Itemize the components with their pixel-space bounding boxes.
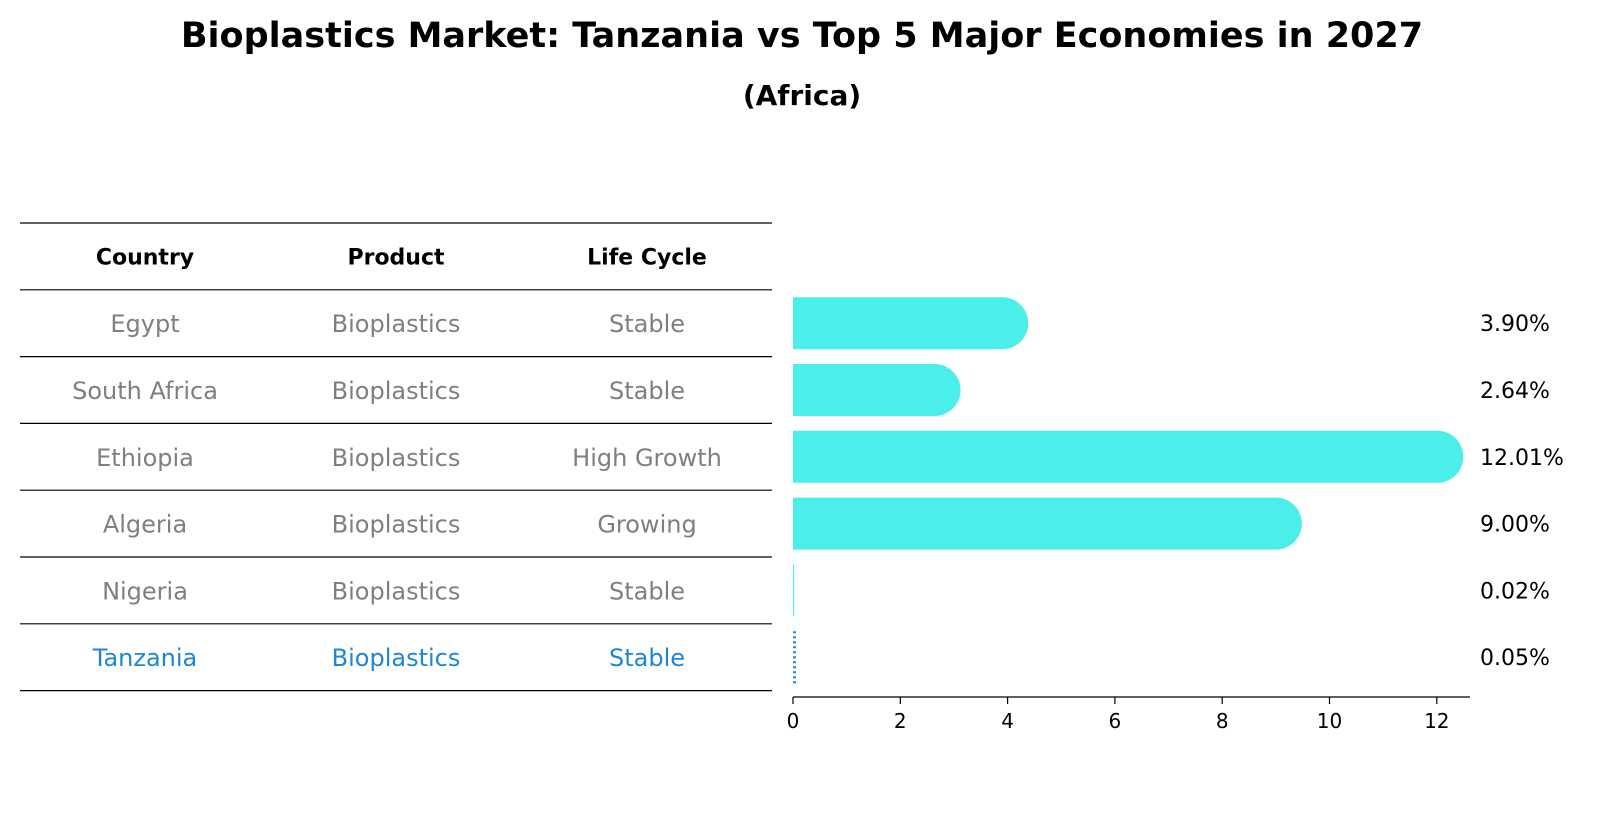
x-tick-label: 2 [894,709,907,733]
bar-value-label: 9.00% [1480,513,1550,538]
bar-nigeria [793,564,795,617]
x-tick-label: 8 [1216,709,1229,733]
table-cell-life-cycle: Stable [609,310,685,338]
data-table: Country Product Life Cycle Egypt Bioplastics… [20,222,772,692]
x-tick-label: 0 [787,709,800,733]
table-cell-life-cycle: Stable [609,577,685,605]
table-cell-life-cycle: Stable [609,377,685,405]
x-tick-label: 10 [1317,709,1342,733]
bar-value-label: 0.02% [1480,579,1550,604]
x-tick-label: 12 [1424,709,1449,733]
table-cell-country: Egypt [110,310,179,338]
bar-ethiopia [793,430,1464,483]
table-cell-product: Bioplastics [332,511,461,539]
bar-value-label: 3.90% [1480,312,1550,337]
x-tick-label: 4 [1001,709,1014,733]
table-cell-life-cycle: Growing [597,511,696,539]
table-header-cell: Life Cycle [587,245,707,270]
bar-value-label: 2.64% [1480,379,1550,404]
table-cell-country: Nigeria [102,577,188,605]
table-cell-life-cycle: Stable [609,644,685,672]
table-header-cell: Product [347,245,445,270]
table-cell-product: Bioplastics [332,444,461,472]
table-cell-country: South Africa [72,377,218,405]
table-cell-product: Bioplastics [332,377,461,405]
bar-chart: 0 2 4 6 8 10 12 3.90% 2.64% 12.01% 9.00% 0.02% 0.05% [787,297,1564,733]
table-cell-country: Tanzania [92,644,198,672]
bar-value-label: 12.01% [1480,446,1564,471]
table-cell-product: Bioplastics [332,644,461,672]
table-cell-product: Bioplastics [332,310,461,338]
chart-subtitle: (Africa) [742,79,862,112]
chart-title: Bioplastics Market: Tanzania vs Top 5 Ma… [180,16,1424,56]
bar-algeria [793,497,1302,550]
bar-egypt [793,297,1029,350]
table-cell-country: Algeria [103,511,187,539]
bar-value-label: 0.05% [1480,646,1550,671]
x-tick-label: 6 [1109,709,1122,733]
table-cell-life-cycle: High Growth [572,444,722,472]
table-header-cell: Country [96,245,194,270]
table-cell-country: Ethiopia [96,444,194,472]
table-cell-product: Bioplastics [332,577,461,605]
bar-south-africa [793,364,961,416]
